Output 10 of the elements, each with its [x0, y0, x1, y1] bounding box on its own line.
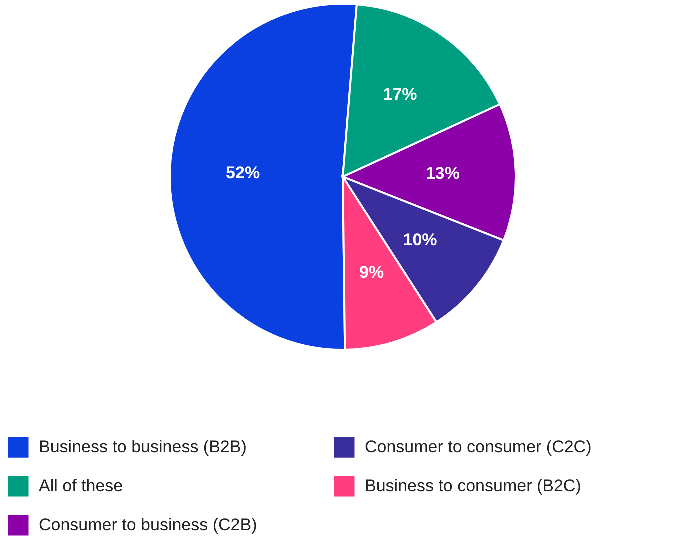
data-label: 52%: [226, 164, 260, 183]
legend-label: Consumer to consumer (C2C): [365, 438, 592, 457]
data-label: 10%: [403, 230, 438, 250]
data-label: 17%: [383, 85, 418, 104]
data-label: 9%: [360, 262, 384, 282]
legend-label: Business to consumer (B2C): [365, 476, 582, 496]
legend-label: Consumer to business (C2B): [39, 516, 258, 534]
legend-label: Business to business (B2B): [39, 438, 247, 457]
legend-label: All of these: [39, 476, 124, 496]
data-label: 13%: [426, 164, 460, 184]
